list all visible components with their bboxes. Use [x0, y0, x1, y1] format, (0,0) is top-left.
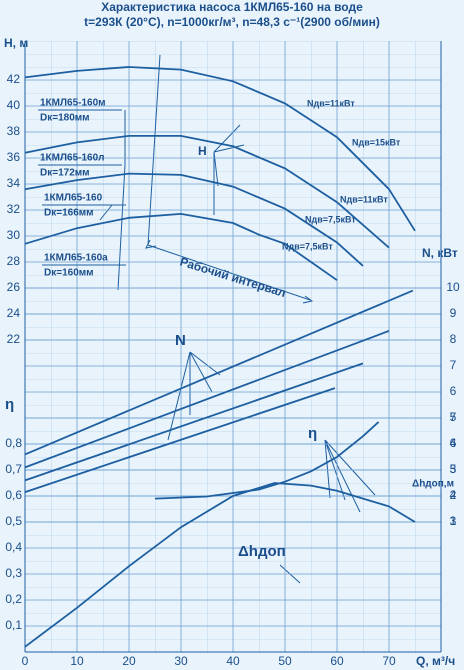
y2-tick-label: 6	[450, 384, 457, 398]
x-tick-label: 0	[22, 654, 29, 668]
y-tick-label: 38	[7, 124, 21, 138]
curve-diameter: Dк=180мм	[40, 113, 90, 124]
annotation: Nдв=11кВт	[307, 98, 355, 108]
curve-label: 1КМЛ65-160м	[40, 98, 106, 109]
y2-tick-label: 4	[450, 436, 457, 450]
y-tick-label: 34	[7, 176, 21, 190]
annotation: η	[308, 425, 317, 442]
y4-axis-label: Δhдоп,м	[412, 479, 454, 490]
y-tick-label: 28	[7, 254, 21, 268]
annotation: Nдв=11кВт	[340, 194, 388, 204]
y3-tick-label: 0,3	[5, 566, 22, 580]
y4-tick-label: 6	[450, 436, 457, 450]
y2-tick-label: 7	[450, 358, 457, 372]
series-line	[24, 362, 364, 482]
curve-diameter: Dк=172мм	[40, 168, 90, 179]
y3-tick-label: 0,1	[5, 618, 22, 632]
series-line	[24, 135, 390, 249]
x-tick-label: 60	[330, 654, 344, 668]
annotation: Nдв=7,5кВт	[282, 241, 333, 251]
curve-label: 1КМЛ65-160	[44, 193, 103, 204]
y4-tick-label: 4	[450, 488, 457, 502]
y-tick-label: 22	[7, 332, 21, 346]
y3-tick-label: 0,7	[5, 462, 22, 476]
y3-tick-label: 0,2	[5, 592, 22, 606]
x-axis-label: Q, м³/ч	[416, 654, 455, 668]
y2-tick-label: 5	[450, 410, 457, 424]
y2-axis-label: N, кВт	[422, 246, 458, 260]
x-tick-label: 20	[122, 654, 136, 668]
y3-tick-label: 0,4	[5, 540, 22, 554]
x-tick-label: 40	[226, 654, 240, 668]
annotation: Nдв=7,5кВт	[305, 214, 356, 224]
annotation: N	[175, 332, 186, 349]
curve-diameter: Dк=160мм	[44, 268, 94, 279]
y3-tick-label: 0,8	[5, 436, 22, 450]
y4-tick-label: 7	[450, 410, 457, 424]
x-tick-label: 70	[382, 654, 396, 668]
y4-tick-label: 5	[450, 462, 457, 476]
curve-diameter: Dк=166мм	[44, 208, 94, 219]
y-tick-label: 32	[7, 202, 21, 216]
chart-subtitle: t=293К (20°С), n=1000кг/м³, n=48,3 с⁻¹(2…	[84, 15, 380, 29]
y-axis-label: H, м	[4, 36, 28, 50]
series-line	[24, 66, 416, 232]
y3-axis-label: η	[5, 396, 14, 413]
y-tick-label: 42	[7, 72, 21, 86]
chart-title: Характеристика насоса 1КМЛ65-160 на воде	[101, 0, 363, 14]
y2-tick-label: 9	[450, 306, 457, 320]
series-line	[154, 421, 380, 500]
y2-tick-label: 8	[450, 332, 457, 346]
annotation: H	[198, 144, 207, 158]
series-line	[24, 330, 390, 469]
series-line	[24, 289, 414, 456]
y-tick-label: 36	[7, 150, 21, 164]
y3-tick-label: 0,6	[5, 488, 22, 502]
y2-tick-label: 2	[450, 488, 457, 502]
y2-tick-label: 3	[450, 462, 457, 476]
x-tick-label: 10	[70, 654, 84, 668]
series-line	[24, 387, 336, 493]
y2-tick-label: 1	[450, 514, 457, 528]
series-line	[24, 172, 364, 267]
y3-tick-label: 0,5	[5, 514, 22, 528]
y-tick-label: 30	[7, 228, 21, 242]
x-tick-label: 50	[278, 654, 292, 668]
y-tick-label: 40	[7, 98, 21, 112]
y2-tick-label: 10	[446, 280, 460, 294]
y4-tick-label: 3	[450, 514, 457, 528]
annotation: Δhдоп	[238, 543, 286, 560]
curve-label: 1КМЛ65-160а	[44, 253, 108, 264]
annotation: Nдв=15кВт	[352, 137, 401, 147]
y-tick-label: 24	[7, 306, 21, 320]
y-tick-label: 26	[7, 280, 21, 294]
curve-label: 1КМЛ65-160л	[40, 153, 105, 164]
x-tick-label: 30	[174, 654, 188, 668]
series-line	[24, 212, 338, 281]
